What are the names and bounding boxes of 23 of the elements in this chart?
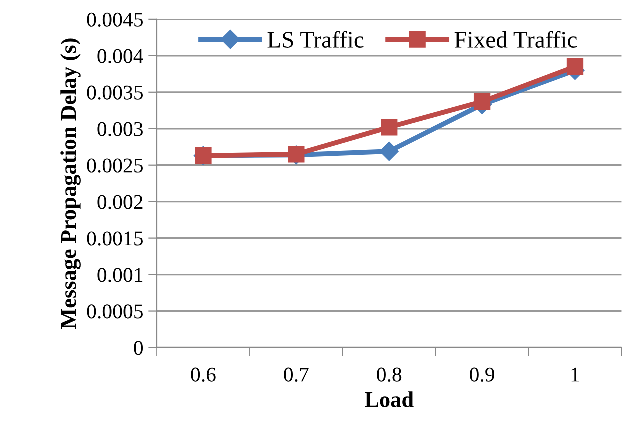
y-tick-label: 0.0015 (87, 232, 143, 246)
x-tick-label: 0.7 (284, 368, 309, 382)
point (381, 119, 398, 136)
y-tick-label: 0.0035 (87, 86, 143, 100)
x-tick-label: 0.8 (377, 368, 402, 382)
x-tick-label: 0.9 (470, 368, 494, 382)
legend-label: Fixed Traffic (454, 31, 577, 48)
x-axis-title: Load (365, 392, 414, 408)
y-tick-label: 0.0045 (87, 12, 143, 27)
point (566, 58, 584, 76)
y-tick-label: 0.003 (98, 122, 143, 136)
legend-label: LS Traffic (268, 31, 364, 48)
x-tick-label: 1 (572, 368, 580, 382)
y-tick-label: 0.004 (98, 49, 144, 64)
point (380, 142, 399, 162)
y-tick-label: 0.002 (98, 195, 143, 210)
y-tick-label: 0.001 (98, 268, 143, 282)
point (474, 94, 491, 110)
y-axis-title: Message Propagation Delay (s) (60, 38, 81, 329)
x-tick-label: 0.6 (191, 368, 216, 382)
y-tick-label: 0.0005 (87, 304, 143, 319)
y-tick-label: 0 (134, 341, 144, 356)
y-tick-label: 0.0025 (87, 158, 143, 173)
